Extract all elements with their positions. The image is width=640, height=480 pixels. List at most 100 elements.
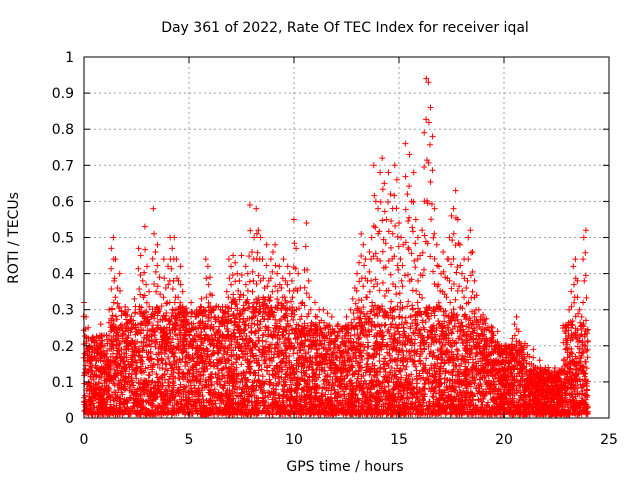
- data-point: [161, 376, 168, 383]
- data-point: [121, 386, 128, 393]
- data-point: [122, 312, 129, 319]
- data-point: [154, 318, 161, 325]
- data-point: [134, 321, 141, 328]
- data-point: [119, 327, 126, 334]
- data-point: [107, 401, 114, 408]
- data-point: [266, 297, 273, 304]
- data-point: [164, 367, 171, 374]
- data-point: [159, 336, 166, 343]
- data-point: [290, 316, 297, 323]
- data-point: [139, 358, 146, 365]
- data-point: [147, 401, 154, 408]
- data-point: [130, 351, 137, 358]
- data-point: [86, 396, 93, 403]
- data-point: [423, 355, 430, 362]
- data-point: [155, 378, 162, 385]
- data-point: [249, 314, 256, 321]
- data-point: [107, 353, 114, 360]
- data-point: [122, 398, 129, 405]
- data-point: [155, 345, 162, 352]
- data-point: [110, 380, 117, 387]
- data-point: [111, 366, 118, 373]
- data-point: [259, 373, 266, 380]
- data-point: [217, 381, 224, 388]
- data-point: [448, 330, 455, 337]
- data-point: [136, 385, 143, 392]
- data-point: [112, 407, 119, 414]
- data-point: [131, 408, 138, 415]
- data-point: [281, 382, 288, 389]
- data-point: [453, 346, 460, 353]
- data-point: [454, 351, 461, 358]
- chart-title: Day 361 of 2022, Rate Of TEC Index for r…: [161, 20, 529, 36]
- data-point: [152, 336, 159, 343]
- data-point: [115, 361, 122, 368]
- data-point: [142, 342, 149, 349]
- data-point: [107, 324, 114, 331]
- data-point: [138, 411, 145, 418]
- data-point: [92, 362, 99, 369]
- data-point: [133, 375, 140, 382]
- data-point: [116, 351, 123, 358]
- data-point: [99, 369, 106, 376]
- data-point: [97, 374, 104, 381]
- data-point: [82, 333, 89, 340]
- data-point: [155, 402, 162, 409]
- data-point: [112, 391, 119, 398]
- data-point: [137, 401, 144, 408]
- data-point: [143, 398, 150, 405]
- data-point: [163, 401, 170, 408]
- data-point: [153, 370, 160, 377]
- data-point: [152, 411, 159, 418]
- data-point: [154, 382, 161, 389]
- data-point: [112, 324, 119, 331]
- data-point: [107, 396, 114, 403]
- data-point: [412, 336, 419, 343]
- data-point: [126, 394, 133, 401]
- data-point: [119, 377, 126, 384]
- data-point: [143, 379, 150, 386]
- data-point: [154, 374, 161, 381]
- data-point: [150, 392, 157, 399]
- data-point: [93, 333, 100, 340]
- data-point: [89, 408, 96, 415]
- data-point: [144, 314, 151, 321]
- data-point: [182, 354, 189, 361]
- data-point: [110, 350, 117, 357]
- data-point: [158, 349, 165, 356]
- data-point: [154, 393, 161, 400]
- data-point: [138, 377, 145, 384]
- data-point: [161, 371, 168, 378]
- data-point: [109, 312, 116, 319]
- data-point: [112, 354, 119, 361]
- data-point: [271, 345, 278, 352]
- data-point: [151, 385, 158, 392]
- data-point: [141, 391, 148, 398]
- data-point: [117, 395, 124, 402]
- data-point: [118, 385, 125, 392]
- data-point: [417, 357, 424, 364]
- data-point: [189, 309, 196, 316]
- data-point: [125, 324, 132, 331]
- data-point: [128, 374, 135, 381]
- data-point: [144, 386, 151, 393]
- data-point: [138, 404, 145, 411]
- data-point: [110, 333, 117, 340]
- data-point: [94, 407, 101, 414]
- data-point: [203, 345, 210, 352]
- data-point: [489, 324, 496, 331]
- data-point: [162, 391, 169, 398]
- data-point: [161, 404, 168, 411]
- data-point: [93, 342, 100, 349]
- data-point: [119, 391, 126, 398]
- data-point: [106, 407, 113, 414]
- data-point: [161, 396, 168, 403]
- data-point: [122, 311, 129, 318]
- data-point: [146, 372, 153, 379]
- data-point: [146, 357, 153, 364]
- data-point: [154, 361, 161, 368]
- data-point: [176, 356, 183, 363]
- data-point: [149, 378, 156, 385]
- data-point: [149, 409, 156, 416]
- data-point: [94, 339, 101, 346]
